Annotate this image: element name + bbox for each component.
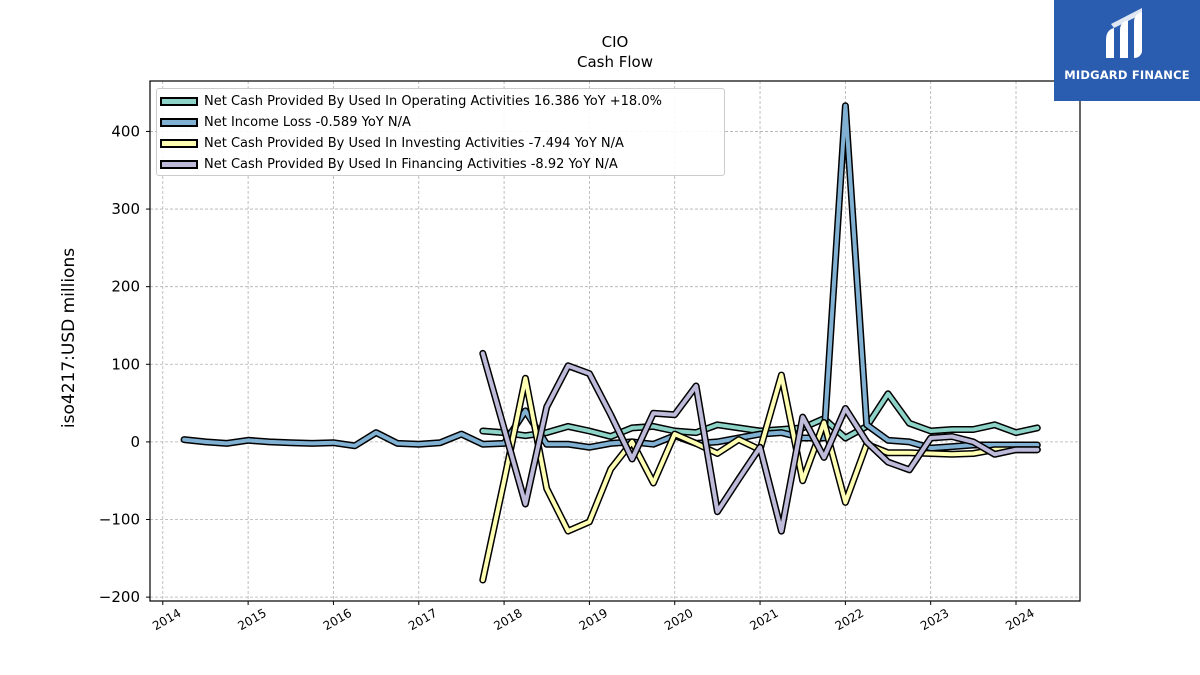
x-tick-label: 2018 <box>491 606 524 633</box>
legend-item-net-income: Net Income Loss -0.589 YoY N/A <box>160 113 411 131</box>
legend-label-investing: Net Cash Provided By Used In Investing A… <box>204 135 624 151</box>
x-tick-label: 2014 <box>150 606 183 633</box>
legend-item-investing: Net Cash Provided By Used In Investing A… <box>160 134 624 152</box>
x-tick-label: 2023 <box>918 606 951 633</box>
x-tick-label: 2020 <box>662 606 695 633</box>
y-axis-label: iso4217:USD millions <box>59 248 79 428</box>
y-tick-label: 100 <box>111 355 140 373</box>
plot-frame <box>149 80 1081 602</box>
legend-item-financing: Net Cash Provided By Used In Financing A… <box>160 155 618 173</box>
y-tick-label: 200 <box>111 278 140 296</box>
y-tick-label: −100 <box>99 511 140 529</box>
x-tick-label: 2016 <box>321 606 354 633</box>
midgard-finance-logo: MIDGARD FINANCE <box>1054 0 1200 101</box>
x-tick-label: 2021 <box>747 606 780 633</box>
legend-swatch-investing <box>160 138 198 148</box>
logo-text: MIDGARD FINANCE <box>1064 68 1190 82</box>
chart-legend: Net Cash Provided By Used In Operating A… <box>156 88 725 176</box>
series-layer <box>180 102 1041 584</box>
legend-label-operating: Net Cash Provided By Used In Operating A… <box>204 93 662 109</box>
y-tick-label: 400 <box>111 122 140 140</box>
M-monogram-icon <box>1106 8 1142 58</box>
series-line-financing <box>480 351 1040 534</box>
y-tick-label: 300 <box>111 200 140 218</box>
chart-title: CIO <box>602 33 629 51</box>
legend-label-financing: Net Cash Provided By Used In Financing A… <box>204 156 618 172</box>
y-tick-label: 0 <box>130 433 140 451</box>
x-axis: 2014 2015 2016 2017 2018 2019 2020 2021 2022 2023… <box>150 601 1037 633</box>
x-tick-label: 2022 <box>833 606 866 633</box>
x-tick-label: 2017 <box>406 606 439 633</box>
legend-label-net-income: Net Income Loss -0.589 YoY N/A <box>204 114 411 130</box>
legend-swatch-operating <box>160 96 198 106</box>
legend-swatch-financing <box>160 159 198 169</box>
x-tick-label: 2019 <box>577 606 610 633</box>
x-tick-label: 2015 <box>235 606 268 633</box>
series-line-net-income <box>182 103 1040 451</box>
chart-subtitle: Cash Flow <box>577 53 653 71</box>
y-tick-label: −200 <box>99 588 140 606</box>
x-tick-label: 2024 <box>1003 606 1036 633</box>
y-axis: −200 −100 0 100 200 300 400 <box>99 122 150 606</box>
legend-swatch-net-income <box>160 117 198 127</box>
legend-item-operating: Net Cash Provided By Used In Operating A… <box>160 92 662 110</box>
